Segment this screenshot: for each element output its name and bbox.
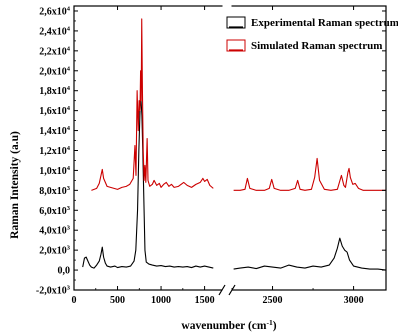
y-tick-label-exponent: 4	[67, 85, 71, 92]
y-tick-label-exponent: 3	[67, 185, 71, 192]
y-tick-label-exponent: 3	[67, 285, 71, 292]
y-tick-label-exponent: 4	[67, 25, 71, 32]
x-tick-label: 1500	[195, 295, 215, 306]
y-tick-label: 2,4x104	[39, 25, 71, 37]
x-axis-title-main: wavenumber (cm	[181, 320, 266, 332]
y-tick-label: 1,8x104	[39, 85, 71, 97]
y-tick-label-mantissa: 2,0x10	[39, 246, 67, 257]
y-tick-label-mantissa: 1,0x10	[39, 166, 67, 177]
y-tick-label-mantissa: 1,8x10	[39, 86, 67, 97]
x-axis-title: wavenumber (cm-1)	[181, 318, 276, 332]
y-tick-label: 6,0x103	[39, 205, 71, 217]
x-tick-label: 1000	[151, 295, 171, 306]
y-tick-label-mantissa: 4,0x10	[39, 226, 67, 237]
chart-legend: Experimental Raman spectrum Simulated Ra…	[226, 16, 398, 52]
ticks-layer: 2,6x1042,4x1042,2x1042,0x1041,8x1041,6x1…	[36, 5, 386, 306]
y-tick-label: 1,2x104	[39, 145, 71, 157]
y-tick-label-mantissa: 2,2x10	[39, 46, 67, 57]
y-tick-label-mantissa: 1,6x10	[39, 106, 67, 117]
y-tick-label: 0,0	[58, 266, 71, 277]
simulated-spectrum-line-segment-1	[91, 18, 214, 191]
y-tick-label-mantissa: 0,0	[58, 266, 71, 277]
x-axis-break-mark-left	[218, 284, 226, 296]
x-tick-label: 500	[110, 295, 125, 306]
legend-swatch-experimental	[226, 16, 246, 29]
x-tick-label: 2500	[263, 295, 283, 306]
y-tick-label-exponent: 4	[67, 165, 71, 172]
x-axis-title-sup: -1	[266, 318, 272, 327]
legend-label-simulated: Simulated Raman spectrum	[251, 40, 382, 52]
y-tick-label: 1,0x104	[39, 165, 71, 177]
x-tick-label: 0	[72, 295, 77, 306]
experimental-spectrum-line-segment-2	[233, 237, 387, 271]
y-tick-label-exponent: 4	[67, 125, 71, 132]
y-tick-label-mantissa: 1,2x10	[39, 146, 67, 157]
y-tick-label: 1,4x104	[39, 125, 71, 137]
y-tick-label-exponent: 4	[67, 105, 71, 112]
y-tick-label: 8,0x103	[39, 185, 71, 197]
y-tick-label: 1,6x104	[39, 105, 71, 117]
y-tick-label: 2,0x103	[39, 245, 71, 257]
axes-layer	[73, 3, 387, 296]
y-tick-label: -2,0x103	[36, 285, 71, 297]
y-tick-label: 2,6x104	[39, 5, 71, 17]
legend-swatch-simulated	[226, 39, 246, 52]
x-tick-label: 3000	[344, 295, 364, 306]
y-tick-label-exponent: 4	[67, 45, 71, 52]
y-tick-label-exponent: 3	[67, 245, 71, 252]
y-tick-label-mantissa: 1,4x10	[39, 126, 67, 137]
y-tick-label-exponent: 3	[67, 225, 71, 232]
y-tick-label-mantissa: 2,0x10	[39, 66, 67, 77]
y-tick-label: 2,2x104	[39, 45, 71, 57]
series-layer	[82, 18, 387, 271]
y-tick-label-mantissa: 6,0x10	[39, 206, 67, 217]
y-tick-label-exponent: 3	[67, 205, 71, 212]
y-tick-label-exponent: 4	[67, 65, 71, 72]
y-tick-label-mantissa: -2,0x10	[36, 286, 67, 297]
y-tick-label-mantissa: 2,6x10	[39, 6, 67, 17]
y-tick-label: 2,0x104	[39, 65, 71, 77]
legend-label-experimental: Experimental Raman spectrum	[251, 17, 398, 29]
y-tick-label-exponent: 4	[67, 5, 71, 12]
y-tick-label-mantissa: 2,4x10	[39, 26, 67, 37]
y-tick-label-mantissa: 8,0x10	[39, 186, 67, 197]
experimental-spectrum-line-segment-1	[82, 100, 214, 269]
simulated-spectrum-line-segment-2	[233, 157, 386, 191]
y-tick-label-exponent: 4	[67, 145, 71, 152]
x-axis-break-gap-top	[222, 3, 232, 9]
x-axis-break-gap	[222, 287, 232, 293]
y-axis-title: Raman Intensity (a.u)	[9, 131, 21, 239]
y-tick-label: 4,0x103	[39, 225, 71, 237]
x-axis-title-close: )	[273, 320, 277, 332]
